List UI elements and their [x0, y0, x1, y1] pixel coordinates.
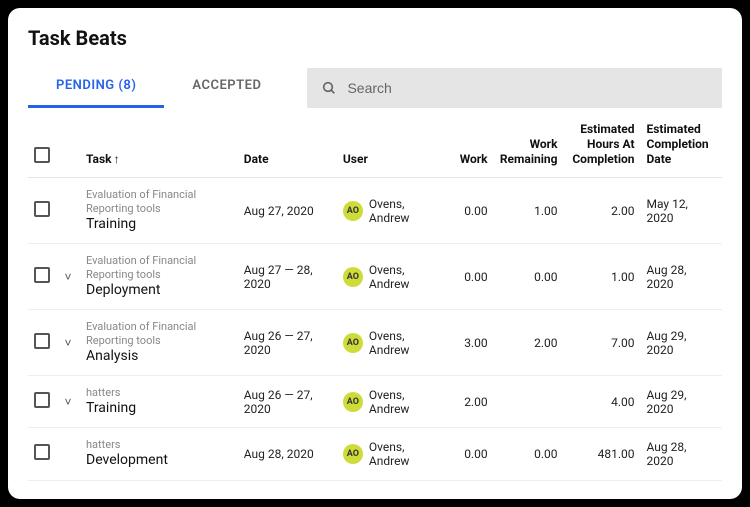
- expand-icon[interactable]: ˅: [62, 336, 74, 350]
- cell-work: 0.00: [446, 178, 493, 244]
- user-cell: AO Ovens, Andrew: [343, 329, 440, 357]
- task-name: Training: [86, 216, 232, 234]
- cell-est-date: Aug 28, 2020: [641, 428, 723, 480]
- user-cell: AO Ovens, Andrew: [343, 197, 440, 225]
- cell-est-date: May 12, 2020: [641, 178, 723, 244]
- task-cell: Evaluation of Financial Reporting toolsD…: [86, 254, 232, 299]
- expand-icon[interactable]: ˅: [62, 395, 74, 409]
- cell-date: Aug 28, 2020: [238, 428, 337, 480]
- cell-remaining: 1.00: [494, 178, 564, 244]
- user-cell: AO Ovens, Andrew: [343, 263, 440, 291]
- task-cell: hattersTraining: [86, 386, 232, 417]
- cell-date: Aug 27, 2020: [238, 178, 337, 244]
- cell-est-hours: 481.00: [564, 428, 641, 480]
- page-title: Task Beats: [28, 26, 722, 50]
- cell-remaining: 0.00: [494, 428, 564, 480]
- avatar: AO: [343, 267, 363, 287]
- task-cell: Evaluation of Financial Reporting toolsA…: [86, 320, 232, 365]
- tab-pending-count: 8: [123, 78, 131, 93]
- cell-remaining: 2.00: [494, 310, 564, 376]
- tasks-table: Task↑ Date User Work Work Remaining Esti…: [28, 108, 722, 481]
- table-row[interactable]: ˅Evaluation of Financial Reporting tools…: [28, 178, 722, 244]
- cell-est-hours: 4.00: [564, 376, 641, 428]
- table-row[interactable]: ˅ Evaluation of Financial Reporting tools…: [28, 244, 722, 310]
- cell-work: 0.00: [446, 428, 493, 480]
- col-work-remaining[interactable]: Work Remaining: [494, 108, 564, 178]
- row-checkbox[interactable]: [34, 333, 50, 349]
- user-name: Ovens, Andrew: [369, 440, 440, 468]
- avatar: AO: [343, 333, 363, 353]
- cell-est-hours: 2.00: [564, 178, 641, 244]
- user-name: Ovens, Andrew: [369, 388, 440, 416]
- user-name: Ovens, Andrew: [369, 263, 440, 291]
- cell-date: Aug 26 — 27, 2020: [238, 376, 337, 428]
- tab-pending[interactable]: PENDING (8): [28, 68, 164, 108]
- avatar: AO: [343, 201, 363, 221]
- cell-remaining: 0.00: [494, 244, 564, 310]
- row-checkbox[interactable]: [34, 392, 50, 408]
- col-est-date[interactable]: Estimated Completion Date: [641, 108, 723, 178]
- toolbar: PENDING (8) ACCEPTED: [28, 68, 722, 108]
- task-beats-window: Task Beats PENDING (8) ACCEPTED Task↑: [8, 8, 742, 499]
- task-name: Development: [86, 452, 168, 470]
- row-checkbox[interactable]: [34, 201, 50, 217]
- cell-est-hours: 1.00: [564, 244, 641, 310]
- task-project: Evaluation of Financial Reporting tools: [86, 188, 232, 216]
- user-cell: AO Ovens, Andrew: [343, 388, 440, 416]
- select-all-checkbox[interactable]: [34, 147, 50, 163]
- task-name: Training: [86, 400, 136, 418]
- task-cell: hattersDevelopment: [86, 438, 232, 469]
- search-box[interactable]: [307, 68, 722, 108]
- search-input[interactable]: [347, 80, 708, 96]
- user-name: Ovens, Andrew: [369, 197, 440, 225]
- tab-accepted-label: ACCEPTED: [192, 78, 261, 93]
- cell-date: Aug 26 — 27, 2020: [238, 310, 337, 376]
- avatar: AO: [343, 444, 363, 464]
- row-checkbox[interactable]: [34, 444, 50, 460]
- search-icon: [321, 80, 337, 96]
- tab-pending-label: PENDING: [56, 78, 115, 93]
- task-project: hatters: [86, 438, 168, 452]
- task-cell: Evaluation of Financial Reporting toolsT…: [86, 188, 232, 233]
- task-project: Evaluation of Financial Reporting tools: [86, 320, 232, 348]
- task-project: hatters: [86, 386, 136, 400]
- table-row[interactable]: ˅ Evaluation of Financial Reporting tools…: [28, 310, 722, 376]
- cell-est-hours: 7.00: [564, 310, 641, 376]
- cell-work: 0.00: [446, 244, 493, 310]
- tabs: PENDING (8) ACCEPTED: [28, 68, 289, 108]
- tab-accepted[interactable]: ACCEPTED: [164, 68, 289, 108]
- col-work[interactable]: Work: [446, 108, 493, 178]
- col-est-hours[interactable]: Estimated Hours At Completion: [564, 108, 641, 178]
- task-project: Evaluation of Financial Reporting tools: [86, 254, 232, 282]
- expand-icon[interactable]: ˅: [62, 270, 74, 284]
- row-checkbox[interactable]: [34, 267, 50, 283]
- task-name: Analysis: [86, 348, 232, 366]
- user-cell: AO Ovens, Andrew: [343, 440, 440, 468]
- user-name: Ovens, Andrew: [369, 329, 440, 357]
- cell-date: Aug 27 — 28, 2020: [238, 244, 337, 310]
- task-name: Deployment: [86, 282, 232, 300]
- col-user[interactable]: User: [337, 108, 446, 178]
- table-row[interactable]: ˅hattersTrainingAug 26 — 27, 2020AOOvens…: [28, 376, 722, 428]
- cell-est-date: Aug 29, 2020: [641, 310, 723, 376]
- cell-work: 3.00: [446, 310, 493, 376]
- col-date[interactable]: Date: [238, 108, 337, 178]
- sort-arrow-icon: ↑: [114, 152, 120, 166]
- cell-est-date: Aug 28, 2020: [641, 244, 723, 310]
- cell-est-date: Aug 29, 2020: [641, 376, 723, 428]
- cell-work: 2.00: [446, 376, 493, 428]
- avatar: AO: [343, 392, 363, 412]
- cell-remaining: [494, 376, 564, 428]
- table-row[interactable]: ˅hattersDevelopmentAug 28, 2020AOOvens, …: [28, 428, 722, 480]
- col-task[interactable]: Task↑: [80, 108, 238, 178]
